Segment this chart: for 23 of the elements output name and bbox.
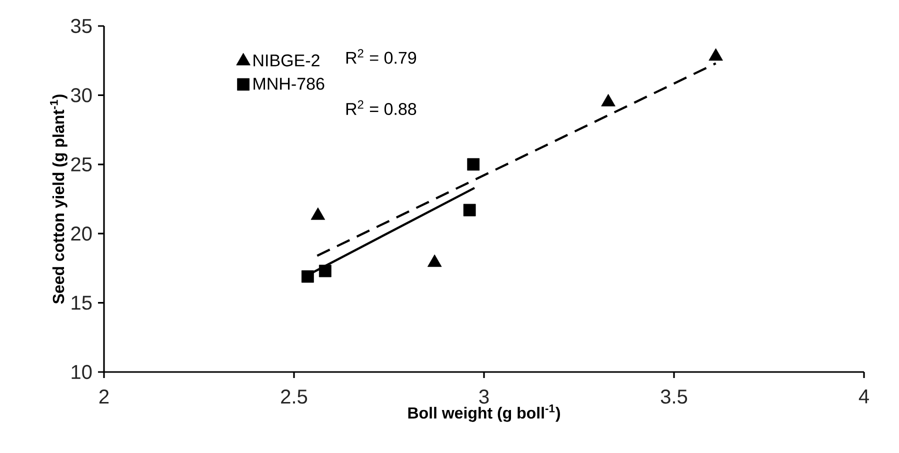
point — [463, 204, 476, 216]
x-axis-title: Boll weight (g boll$^{-1}$) — [408, 404, 560, 422]
point — [318, 264, 332, 278]
legend-label: NIBGE-2 — [254, 54, 320, 66]
x-tick-label: 4 — [858, 390, 869, 404]
y-tick-label: 10 — [72, 364, 92, 380]
y-axis-title: Seed cotton yield (g plant$^{-1}$) — [50, 94, 68, 304]
point — [301, 270, 314, 283]
x-tick-label: 2.5 — [281, 390, 308, 404]
legend-label: MNH-786 — [254, 78, 324, 90]
annotation: R$^{2}$ = 0.88 — [346, 100, 416, 116]
y-tick-label: 20 — [71, 226, 92, 241]
x-tick-label: 3.5 — [660, 390, 688, 404]
y-tick-label: 35 — [71, 18, 92, 34]
x-tick-label: 2 — [99, 390, 109, 404]
annotation: R$^{2}$ = 0.79 — [346, 49, 416, 64]
y-tick-label: 15 — [72, 296, 92, 310]
point — [601, 94, 616, 106]
point — [708, 48, 723, 61]
point — [467, 158, 480, 171]
y-tick-label: 25 — [71, 157, 92, 172]
x-tick-label: 3 — [479, 390, 489, 404]
y-tick-label: 30 — [71, 88, 92, 102]
